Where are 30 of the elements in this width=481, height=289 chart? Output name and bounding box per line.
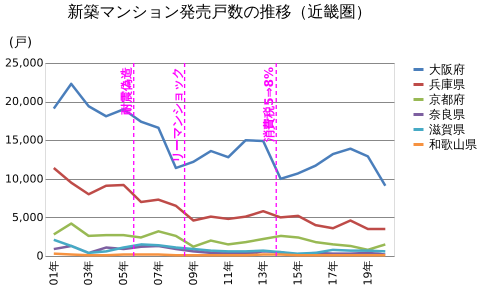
legend-label: 和歌山県 (429, 138, 477, 152)
x-tick-label: 03年 (82, 260, 96, 286)
line-series (52, 222, 387, 252)
y-tick-label: 20,000 (5, 95, 44, 108)
legend-label: 奈良県 (429, 108, 465, 122)
y-tick-label: 25,000 (5, 56, 44, 70)
x-tick-label: 07年 (152, 260, 165, 286)
legend-label: 京都府 (429, 92, 465, 106)
y-tick-label: 5,000 (12, 210, 44, 224)
y-tick-label: 15,000 (5, 134, 44, 147)
ref-line-label: 耐震偽造 (120, 66, 134, 115)
y-tick-label: 10,000 (5, 172, 44, 186)
ref-line-label: リーマンショック (170, 67, 185, 163)
x-tick-label: 05年 (117, 260, 130, 286)
x-tick-label: 17年 (326, 260, 340, 286)
x-tick-label: 01年 (47, 260, 60, 286)
legend-label: 兵庫県 (429, 78, 465, 92)
legend-label: 滋賀県 (429, 122, 465, 136)
line-series (52, 166, 387, 230)
ref-line-label: 消費税5⇒8% (262, 67, 276, 143)
y-tick-label: 0 (36, 250, 44, 262)
x-tick-label: 09年 (186, 260, 200, 286)
x-tick-label: 11年 (222, 260, 235, 286)
line-series (52, 238, 387, 255)
legend-label: 大阪府 (429, 62, 465, 76)
x-tick-label: 15年 (292, 260, 305, 286)
chart-title: 新築マンション発売戸数の推移（近畿圏） (68, 2, 372, 21)
y-axis-title: (戸) (8, 36, 32, 50)
x-tick-label: 19年 (361, 260, 374, 286)
x-tick-label: 13年 (256, 260, 270, 286)
